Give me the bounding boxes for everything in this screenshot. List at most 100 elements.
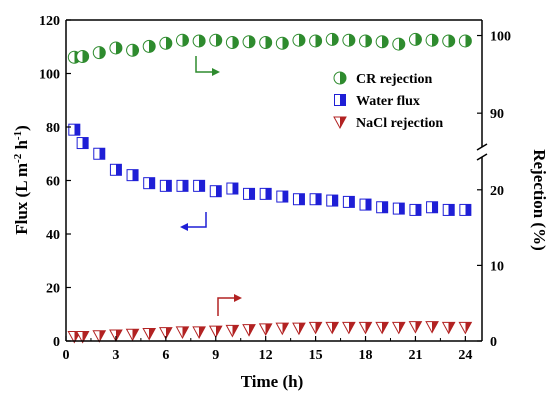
y-left-title-part-1: Flux (L m <box>12 163 31 235</box>
x-tick-label: 24 <box>458 348 472 363</box>
data-point <box>342 195 355 208</box>
data-point <box>275 36 289 50</box>
x-axis-title: Time (h) <box>241 372 304 391</box>
data-point <box>425 33 439 47</box>
data-point <box>258 323 273 336</box>
data-point <box>159 179 172 192</box>
data-point <box>158 327 173 340</box>
data-point <box>209 185 222 198</box>
x-tick-label: 18 <box>359 348 373 363</box>
x-tick-label: 15 <box>309 348 323 363</box>
nacl-axis-arrow-head <box>234 294 242 302</box>
x-tick-label: 6 <box>162 348 169 363</box>
data-point <box>292 33 306 47</box>
flux-axis-arrow <box>188 212 207 228</box>
axes <box>65 19 488 342</box>
data-point <box>375 35 389 49</box>
y-left-tick-label: 80 <box>46 121 60 136</box>
axis-arrows <box>180 56 242 316</box>
y-left-tick-label: 100 <box>39 68 60 83</box>
x-tick-label: 0 <box>63 348 70 363</box>
data-point <box>441 321 456 335</box>
data-point <box>309 193 322 206</box>
data-point <box>192 326 206 339</box>
legend-label: Water flux <box>356 94 420 109</box>
data-point <box>242 35 256 49</box>
data-point <box>426 201 439 214</box>
legend-marker <box>333 116 347 130</box>
data-point <box>259 187 272 200</box>
data-point <box>92 46 106 60</box>
data-point <box>159 36 173 50</box>
data-point <box>142 39 156 53</box>
data-point <box>325 321 340 335</box>
data-point <box>392 202 405 215</box>
y-right-tick-label: 90 <box>490 107 504 122</box>
data-point <box>143 177 156 190</box>
plot-area <box>67 32 473 344</box>
x-tick-label: 9 <box>212 348 219 363</box>
data-point <box>292 193 305 206</box>
cr-axis-arrow <box>195 56 212 73</box>
data-point <box>342 33 356 47</box>
data-point <box>92 330 107 343</box>
data-point <box>308 321 323 335</box>
y-left-title-sup-1: -2 <box>12 153 24 163</box>
data-point <box>425 321 439 334</box>
data-point <box>109 329 123 342</box>
data-point <box>275 322 290 336</box>
data-point <box>358 321 373 335</box>
y-left-tick-label: 60 <box>46 175 60 190</box>
data-point <box>359 198 372 211</box>
data-point <box>309 34 323 48</box>
y-right-tick-label: 10 <box>490 259 504 274</box>
nacl-axis-arrow <box>217 297 234 316</box>
data-point <box>459 203 472 216</box>
svg-text:Rejection (%): Rejection (%) <box>530 149 549 251</box>
data-point <box>359 34 373 48</box>
data-point <box>68 123 81 136</box>
data-point <box>125 328 140 342</box>
svg-text:Flux (L m-2 h-1): Flux (L m-2 h-1) <box>12 125 31 235</box>
y-left-title-part-2: h <box>12 140 31 154</box>
data-point <box>259 36 273 50</box>
data-point <box>126 169 139 182</box>
data-point <box>76 137 89 150</box>
data-point <box>458 321 473 335</box>
data-point <box>408 321 423 334</box>
data-point <box>226 182 239 195</box>
data-point <box>342 321 356 335</box>
series-triangle-down <box>67 321 473 344</box>
data-point <box>392 37 406 51</box>
data-point <box>292 322 306 336</box>
data-point <box>126 43 140 57</box>
data-point <box>326 194 339 207</box>
y-left-tick-label: 40 <box>46 228 60 243</box>
data-point <box>109 163 122 176</box>
data-point <box>109 41 123 55</box>
y-right-tick-label: 0 <box>490 335 497 350</box>
data-point <box>76 49 90 63</box>
y-axis-left-title: Flux (L m-2 h-1) <box>12 125 31 235</box>
cr-axis-arrow-head <box>212 68 220 76</box>
axis-break-mark <box>476 153 488 161</box>
legend-marker <box>333 71 347 85</box>
data-point <box>243 187 256 200</box>
y-left-tick-label: 120 <box>39 14 60 29</box>
legend-marker <box>334 94 346 106</box>
data-point <box>408 32 422 46</box>
data-point <box>192 34 206 48</box>
legend: CR rejection Water flux NaCl rejection <box>333 71 443 131</box>
data-point <box>375 321 390 335</box>
series-circle-half <box>67 32 472 64</box>
data-point <box>193 179 206 192</box>
data-point <box>409 203 422 216</box>
data-point <box>225 324 240 338</box>
data-point <box>376 201 389 214</box>
data-point <box>391 321 406 335</box>
legend-label: NaCl rejection <box>356 116 443 131</box>
x-tick-label: 12 <box>259 348 273 363</box>
tick-labels: 0 3 6 9 12 15 18 21 24 0 20 40 60 80 100 120 0 10 20 90 100 <box>39 14 511 363</box>
series-square-half <box>68 123 472 216</box>
